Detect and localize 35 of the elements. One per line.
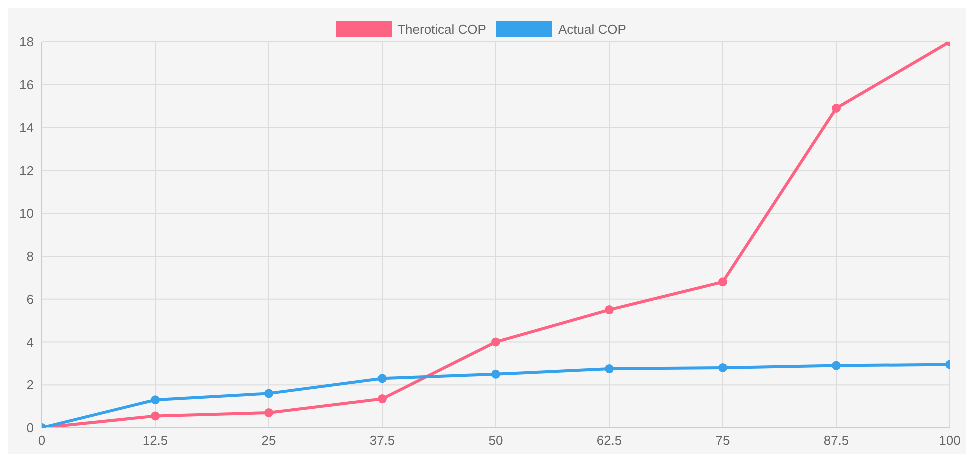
- legend-label: Actual COP: [558, 22, 626, 36]
- x-tick-label: 87.5: [824, 433, 850, 448]
- point: [605, 306, 614, 315]
- point: [492, 338, 500, 347]
- x-tick-label: 12.5: [142, 433, 168, 448]
- y-tick-label: 12: [20, 163, 34, 178]
- legend-label: Therotical COP: [398, 22, 486, 36]
- point: [264, 389, 274, 398]
- point: [832, 104, 841, 113]
- x-tick-label: 62.5: [596, 433, 622, 448]
- x-tick-label: 25: [262, 433, 276, 448]
- point: [378, 374, 387, 384]
- y-tick-label: 14: [20, 120, 34, 136]
- point: [718, 278, 728, 287]
- y-tick-label: 4: [26, 334, 34, 350]
- y-tick-label: 10: [20, 206, 34, 222]
- x-tick-label: 50: [488, 433, 504, 448]
- x-tick-label: 0: [38, 433, 46, 448]
- point: [378, 394, 387, 404]
- point: [492, 370, 500, 379]
- point: [718, 363, 728, 372]
- y-tick-label: 2: [26, 378, 34, 393]
- x-tick-label: 75: [716, 433, 730, 448]
- point: [151, 412, 160, 421]
- point: [151, 396, 160, 405]
- y-tick-label: 18: [20, 34, 34, 50]
- point: [605, 364, 614, 374]
- y-tick-label: 16: [20, 78, 34, 93]
- x-tick-label: 100: [939, 433, 961, 448]
- point: [264, 408, 274, 418]
- y-tick-label: 0: [26, 420, 34, 436]
- point: [832, 361, 841, 370]
- y-tick-label: 6: [26, 292, 34, 307]
- y-tick-label: 8: [26, 249, 34, 264]
- x-tick-label: 37.5: [370, 433, 396, 448]
